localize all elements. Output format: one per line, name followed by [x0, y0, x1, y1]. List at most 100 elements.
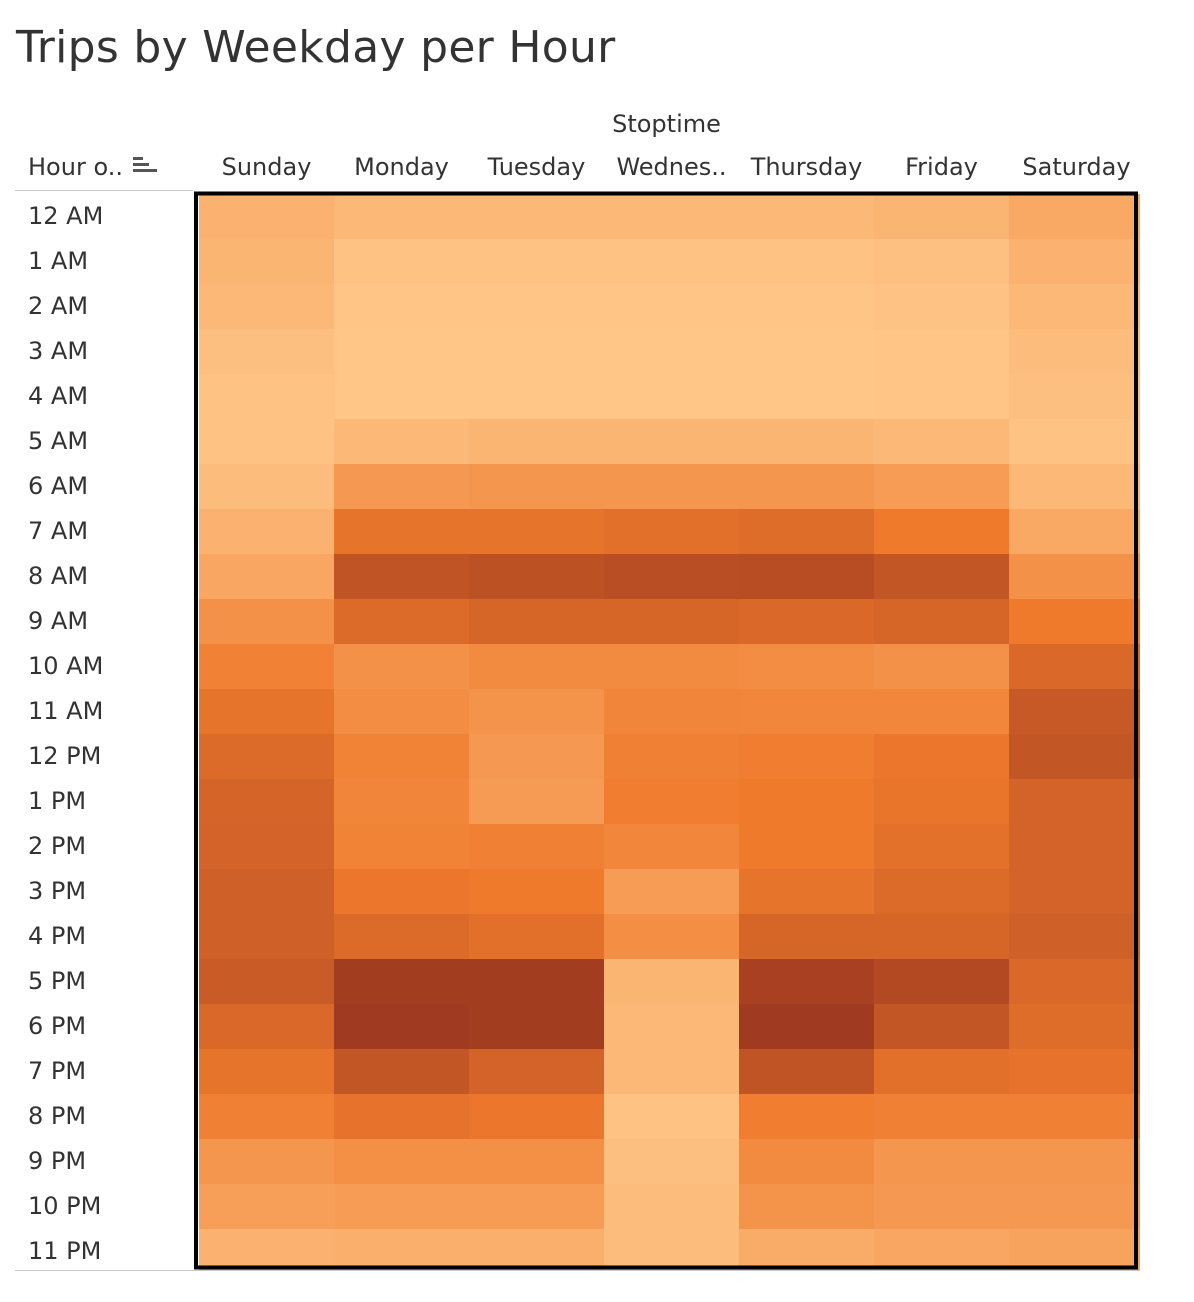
heatmap-cell[interactable] — [469, 1184, 604, 1229]
heatmap-cell[interactable] — [199, 329, 334, 374]
heatmap-cell[interactable] — [604, 329, 739, 374]
heatmap-cell[interactable] — [199, 1229, 334, 1270]
row-label-9[interactable]: 9 AM — [28, 607, 89, 635]
heatmap-cell[interactable] — [469, 689, 604, 734]
row-label-0[interactable]: 12 AM — [28, 202, 104, 230]
heatmap-cell[interactable] — [469, 194, 604, 239]
heatmap-cell[interactable] — [469, 959, 604, 1004]
heatmap-cell[interactable] — [1009, 1184, 1140, 1229]
heatmap-cell[interactable] — [739, 1094, 874, 1139]
heatmap-cell[interactable] — [739, 284, 874, 329]
heatmap-cell[interactable] — [334, 194, 469, 239]
heatmap-cell[interactable] — [334, 644, 469, 689]
heatmap-cell[interactable] — [874, 1229, 1009, 1270]
heatmap-cell[interactable] — [874, 734, 1009, 779]
column-label-4[interactable]: Thursday — [750, 153, 863, 181]
heatmap-cell[interactable] — [874, 1004, 1009, 1049]
heatmap-cell[interactable] — [469, 464, 604, 509]
heatmap-cell[interactable] — [334, 374, 469, 419]
heatmap-cell[interactable] — [874, 959, 1009, 1004]
heatmap-cell[interactable] — [469, 1094, 604, 1139]
row-label-3[interactable]: 3 AM — [28, 337, 89, 365]
heatmap-cell[interactable] — [1009, 959, 1140, 1004]
heatmap-cell[interactable] — [739, 1139, 874, 1184]
row-label-2[interactable]: 2 AM — [28, 292, 89, 320]
heatmap-cell[interactable] — [199, 959, 334, 1004]
heatmap-cell[interactable] — [874, 869, 1009, 914]
heatmap-cell[interactable] — [874, 779, 1009, 824]
row-label-10[interactable]: 10 AM — [28, 652, 104, 680]
heatmap-cell[interactable] — [469, 914, 604, 959]
heatmap-cell[interactable] — [1009, 239, 1140, 284]
row-label-15[interactable]: 3 PM — [28, 877, 87, 905]
heatmap-cell[interactable] — [874, 554, 1009, 599]
heatmap-cell[interactable] — [739, 599, 874, 644]
heatmap-cell[interactable] — [199, 734, 334, 779]
heatmap-cell[interactable] — [199, 509, 334, 554]
heatmap-cell[interactable] — [199, 869, 334, 914]
heatmap-cell[interactable] — [1009, 194, 1140, 239]
heatmap-cell[interactable] — [739, 419, 874, 464]
row-label-12[interactable]: 12 PM — [28, 742, 102, 770]
heatmap-cell[interactable] — [334, 1184, 469, 1229]
row-label-17[interactable]: 5 PM — [28, 967, 87, 995]
row-label-18[interactable]: 6 PM — [28, 1012, 87, 1040]
heatmap-cell[interactable] — [469, 239, 604, 284]
heatmap-cell[interactable] — [334, 1139, 469, 1184]
heatmap-cell[interactable] — [874, 419, 1009, 464]
row-label-6[interactable]: 6 AM — [28, 472, 89, 500]
heatmap-cell[interactable] — [334, 869, 469, 914]
sort-descending-icon[interactable] — [132, 157, 157, 177]
heatmap-cell[interactable] — [739, 824, 874, 869]
heatmap-cell[interactable] — [739, 869, 874, 914]
heatmap-cell[interactable] — [739, 644, 874, 689]
heatmap-cell[interactable] — [199, 644, 334, 689]
heatmap-cell[interactable] — [469, 1229, 604, 1270]
row-label-4[interactable]: 4 AM — [28, 382, 89, 410]
row-label-7[interactable]: 7 AM — [28, 517, 89, 545]
heatmap-cell[interactable] — [739, 554, 874, 599]
heatmap-cell[interactable] — [604, 599, 739, 644]
heatmap-cell[interactable] — [1009, 509, 1140, 554]
row-label-8[interactable]: 8 AM — [28, 562, 89, 590]
row-label-16[interactable]: 4 PM — [28, 922, 87, 950]
heatmap-cell[interactable] — [469, 374, 604, 419]
heatmap-cell[interactable] — [1009, 419, 1140, 464]
heatmap-cell[interactable] — [1009, 1004, 1140, 1049]
heatmap-cell[interactable] — [469, 509, 604, 554]
row-label-21[interactable]: 9 PM — [28, 1147, 87, 1175]
heatmap-cell[interactable] — [334, 599, 469, 644]
heatmap-cell[interactable] — [874, 1139, 1009, 1184]
heatmap-cell[interactable] — [334, 329, 469, 374]
heatmap-cell[interactable] — [469, 419, 604, 464]
heatmap-cell[interactable] — [1009, 554, 1140, 599]
heatmap-cell[interactable] — [739, 959, 874, 1004]
heatmap-cell[interactable] — [199, 194, 334, 239]
heatmap-cell[interactable] — [469, 779, 604, 824]
heatmap-cell[interactable] — [739, 239, 874, 284]
heatmap-cell[interactable] — [739, 1184, 874, 1229]
heatmap-cell[interactable] — [199, 374, 334, 419]
heatmap-cell[interactable] — [739, 1229, 874, 1270]
heatmap-cell[interactable] — [604, 689, 739, 734]
heatmap-cell[interactable] — [604, 284, 739, 329]
heatmap-cell[interactable] — [199, 914, 334, 959]
heatmap-cell[interactable] — [199, 689, 334, 734]
column-label-2[interactable]: Tuesday — [487, 153, 586, 181]
heatmap-cell[interactable] — [199, 284, 334, 329]
heatmap-cell[interactable] — [469, 1004, 604, 1049]
heatmap-cell[interactable] — [199, 779, 334, 824]
heatmap-cell[interactable] — [739, 374, 874, 419]
heatmap-cell[interactable] — [874, 599, 1009, 644]
heatmap-cell[interactable] — [469, 824, 604, 869]
heatmap-cell[interactable] — [1009, 824, 1140, 869]
heatmap-cell[interactable] — [1009, 689, 1140, 734]
heatmap-cell[interactable] — [604, 1049, 739, 1094]
heatmap-cell[interactable] — [874, 1049, 1009, 1094]
heatmap-cell[interactable] — [604, 374, 739, 419]
heatmap-cell[interactable] — [334, 1229, 469, 1270]
heatmap-cell[interactable] — [739, 914, 874, 959]
heatmap-cell[interactable] — [469, 554, 604, 599]
heatmap-cell[interactable] — [874, 689, 1009, 734]
heatmap-cell[interactable] — [1009, 1229, 1140, 1270]
